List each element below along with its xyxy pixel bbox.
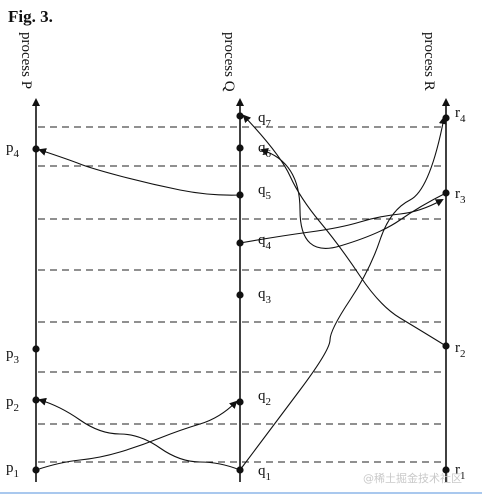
tick-lines [38,126,445,463]
event-dot-r1 [442,466,450,474]
process-lines [32,98,450,482]
bottom-rule [0,492,482,494]
event-dot-q5 [236,191,244,199]
event-label-r3: r3 [455,186,466,206]
event-dot-r3 [442,189,450,197]
process-label-q: process Q [221,32,237,92]
event-label-p3: p3 [6,346,20,366]
event-dot-q2 [236,398,244,406]
event-label-r4: r4 [455,105,466,125]
event-dot-p2 [32,396,40,404]
event-dot-p1 [32,466,40,474]
event-label-p4: p4 [6,140,20,160]
event-label-p2: p2 [6,394,19,414]
watermark: @稀土掘金技术社区 [363,472,462,485]
message-q1-r4 [239,116,447,471]
event-dots [32,112,450,474]
event-dot-q3 [236,291,244,299]
event-label-q4: q4 [258,232,272,252]
event-label-q5: q5 [258,182,272,202]
event-label-r2: r2 [455,340,466,360]
event-label-q2: q2 [258,388,271,408]
messages [35,114,447,471]
event-dot-p3 [32,345,40,353]
event-label-r1: r1 [455,462,466,482]
process-label-p: process P [18,32,34,89]
event-dot-q1 [236,466,244,474]
message-p1-q2 [35,400,238,471]
event-dot-q6 [236,144,244,152]
event-label-q1: q1 [258,463,271,483]
event-label-p1: p1 [6,460,19,480]
event-dot-r2 [442,342,450,350]
event-dot-r4 [442,114,450,122]
message-r3-q6 [260,147,447,249]
event-label-q3: q3 [258,286,272,306]
message-r2-q7 [242,114,447,347]
event-label-q7: q7 [258,110,272,130]
process-label-r: process R [421,32,437,91]
message-q1-p2 [38,397,241,471]
event-dot-q7 [236,112,244,120]
figure-title: Fig. 3. [8,7,53,26]
message-q5-p4 [38,148,241,196]
message-q4-r3 [239,199,444,244]
event-dot-q4 [236,239,244,247]
event-labels: p1 p2 p3 p4 q1 q2 q3 q4 q5 q6 q7 r1 r2 r… [6,105,466,483]
event-dot-p4 [32,145,40,153]
event-label-q6: q6 [258,140,272,160]
